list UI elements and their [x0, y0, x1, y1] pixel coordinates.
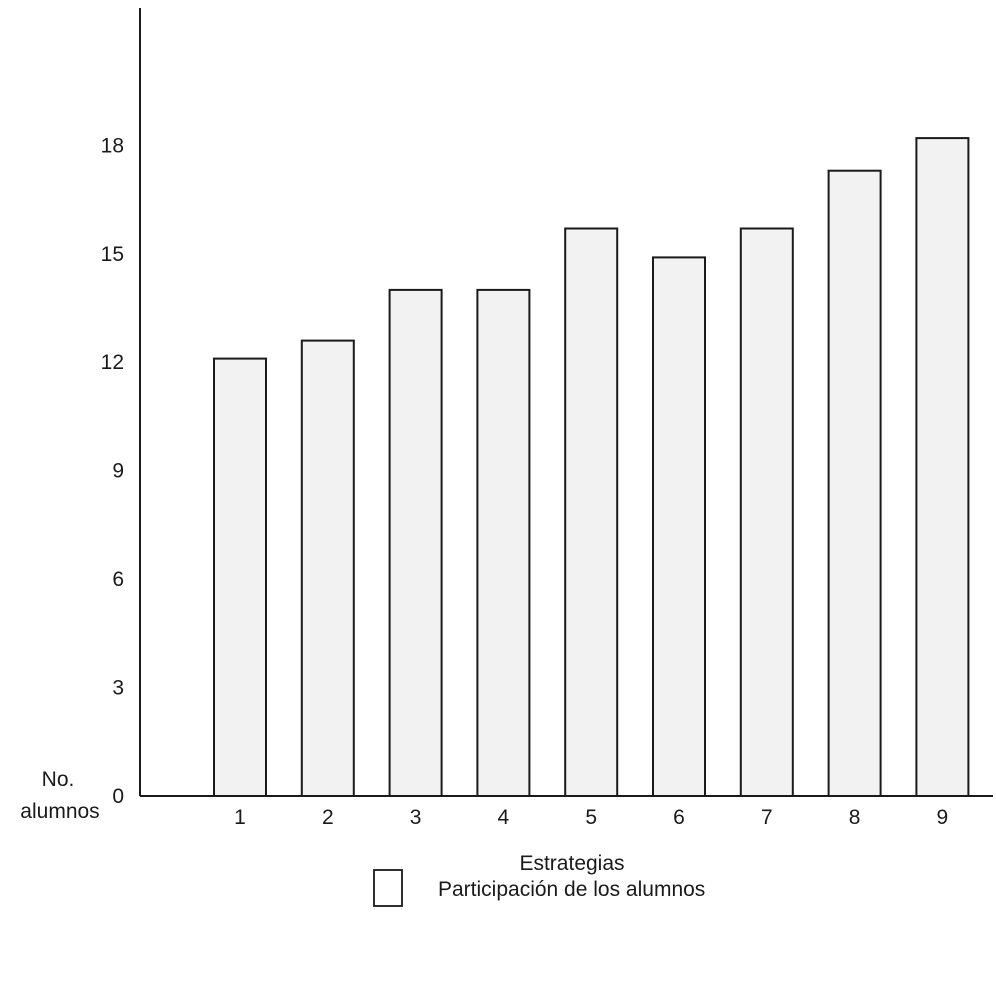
x-tick-label-3: 3 — [410, 806, 422, 829]
axes-group — [139, 8, 993, 797]
bar-1 — [213, 357, 267, 797]
bar-9 — [915, 137, 970, 798]
bar-6 — [652, 256, 706, 797]
bar-8 — [827, 169, 882, 797]
y-tick-label-18: 18 — [101, 134, 124, 157]
bars-group — [213, 137, 970, 798]
x-tick-label-1: 1 — [234, 806, 246, 829]
y-tick-label-0: 0 — [112, 785, 124, 808]
x-axis-label: Estrategias — [519, 852, 624, 875]
x-tick-label-6: 6 — [673, 806, 685, 829]
bar-2 — [300, 339, 355, 797]
y-tick-label-3: 3 — [112, 677, 124, 700]
bar-7 — [739, 227, 794, 797]
y-tick-label-9: 9 — [112, 460, 124, 483]
x-tick-label-8: 8 — [849, 806, 861, 829]
y-axis-label-line1: No. — [42, 768, 75, 791]
bar-3 — [388, 288, 443, 797]
y-tick-label-15: 15 — [101, 243, 124, 266]
legend-label: Participación de los alumnos — [438, 878, 705, 901]
x-tick-label-7: 7 — [761, 806, 773, 829]
y-tick-label-6: 6 — [112, 568, 124, 591]
x-tick-label-4: 4 — [498, 806, 510, 829]
x-tick-labels: 1 2 3 4 5 6 7 8 9 — [234, 806, 948, 829]
y-tick-labels: 0 3 6 9 12 15 18 — [101, 134, 124, 808]
x-tick-label-9: 9 — [937, 806, 949, 829]
bar-5 — [564, 227, 619, 797]
legend: Participación de los alumnos — [373, 869, 705, 907]
legend-swatch — [373, 869, 403, 907]
x-tick-label-5: 5 — [585, 806, 597, 829]
bar-4 — [476, 288, 531, 797]
x-tick-label-2: 2 — [322, 806, 334, 829]
y-axis-label-line2: alumnos — [20, 800, 99, 823]
y-tick-label-12: 12 — [101, 351, 124, 374]
